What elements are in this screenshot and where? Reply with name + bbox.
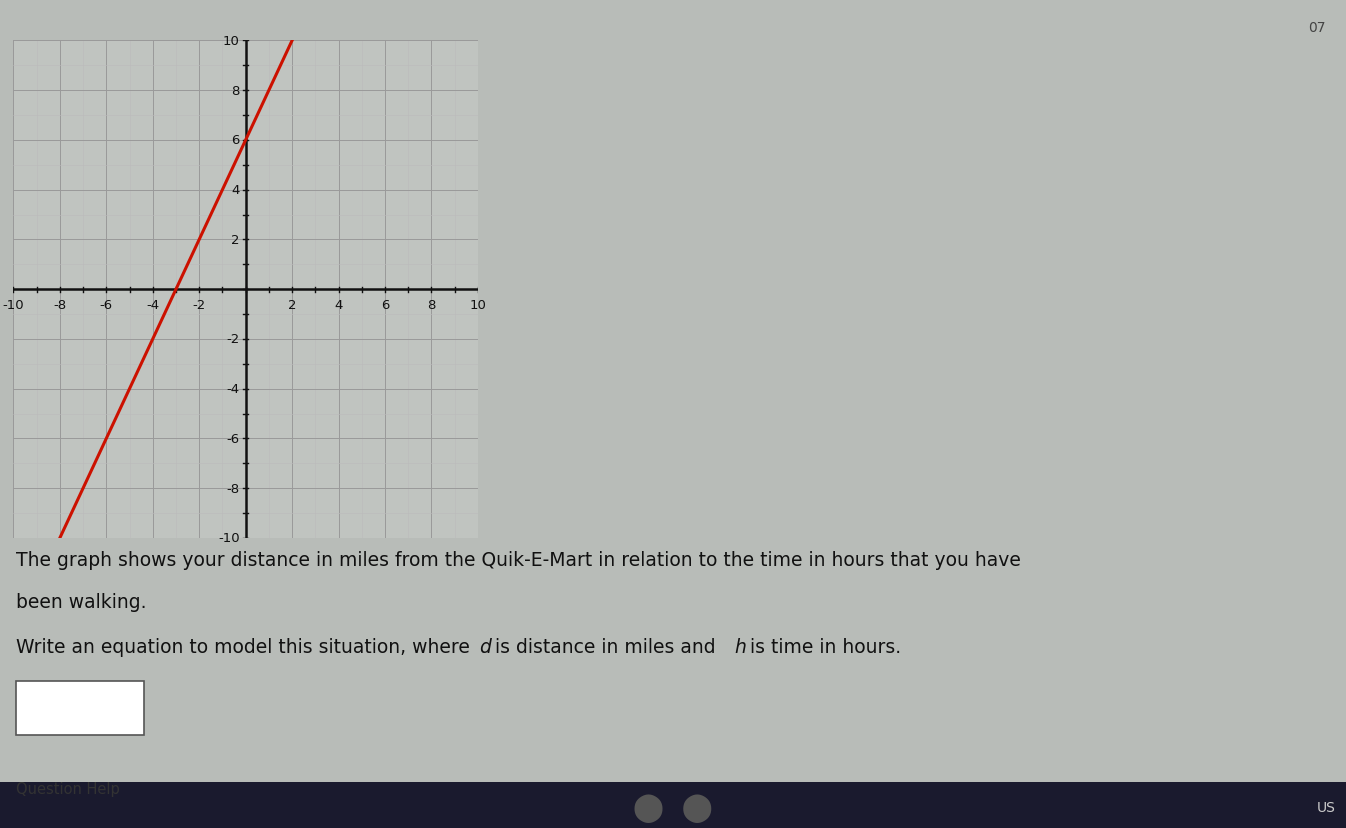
Text: -6: -6: [226, 432, 240, 445]
Text: h: h: [735, 638, 746, 657]
Text: Question Help: Question Help: [16, 781, 120, 796]
Text: ⬤  ⬤: ⬤ ⬤: [633, 793, 713, 821]
Text: -10: -10: [3, 299, 24, 311]
Text: 4: 4: [334, 299, 343, 311]
Text: -8: -8: [54, 299, 66, 311]
Text: d: d: [479, 638, 491, 657]
Text: 2: 2: [232, 233, 240, 247]
Text: 2: 2: [288, 299, 296, 311]
Text: -4: -4: [226, 383, 240, 396]
Text: 6: 6: [232, 134, 240, 147]
Text: Write an equation to model this situation, where: Write an equation to model this situatio…: [16, 638, 476, 657]
Text: -6: -6: [100, 299, 113, 311]
Text: is distance in miles and: is distance in miles and: [489, 638, 721, 657]
Text: 8: 8: [232, 84, 240, 98]
Text: 07: 07: [1308, 21, 1326, 35]
Text: 10: 10: [223, 35, 240, 48]
Text: -2: -2: [192, 299, 206, 311]
Text: is time in hours.: is time in hours.: [744, 638, 900, 657]
Text: 8: 8: [427, 299, 436, 311]
Text: been walking.: been walking.: [16, 592, 147, 611]
Text: 10: 10: [470, 299, 486, 311]
Text: US: US: [1316, 801, 1335, 814]
Text: -2: -2: [226, 333, 240, 346]
Text: 6: 6: [381, 299, 389, 311]
Text: -10: -10: [218, 532, 240, 545]
Text: -4: -4: [147, 299, 159, 311]
Text: The graph shows your distance in miles from the Quik-E-Mart in relation to the t: The graph shows your distance in miles f…: [16, 551, 1022, 570]
Text: 4: 4: [232, 184, 240, 197]
Text: -8: -8: [226, 482, 240, 495]
